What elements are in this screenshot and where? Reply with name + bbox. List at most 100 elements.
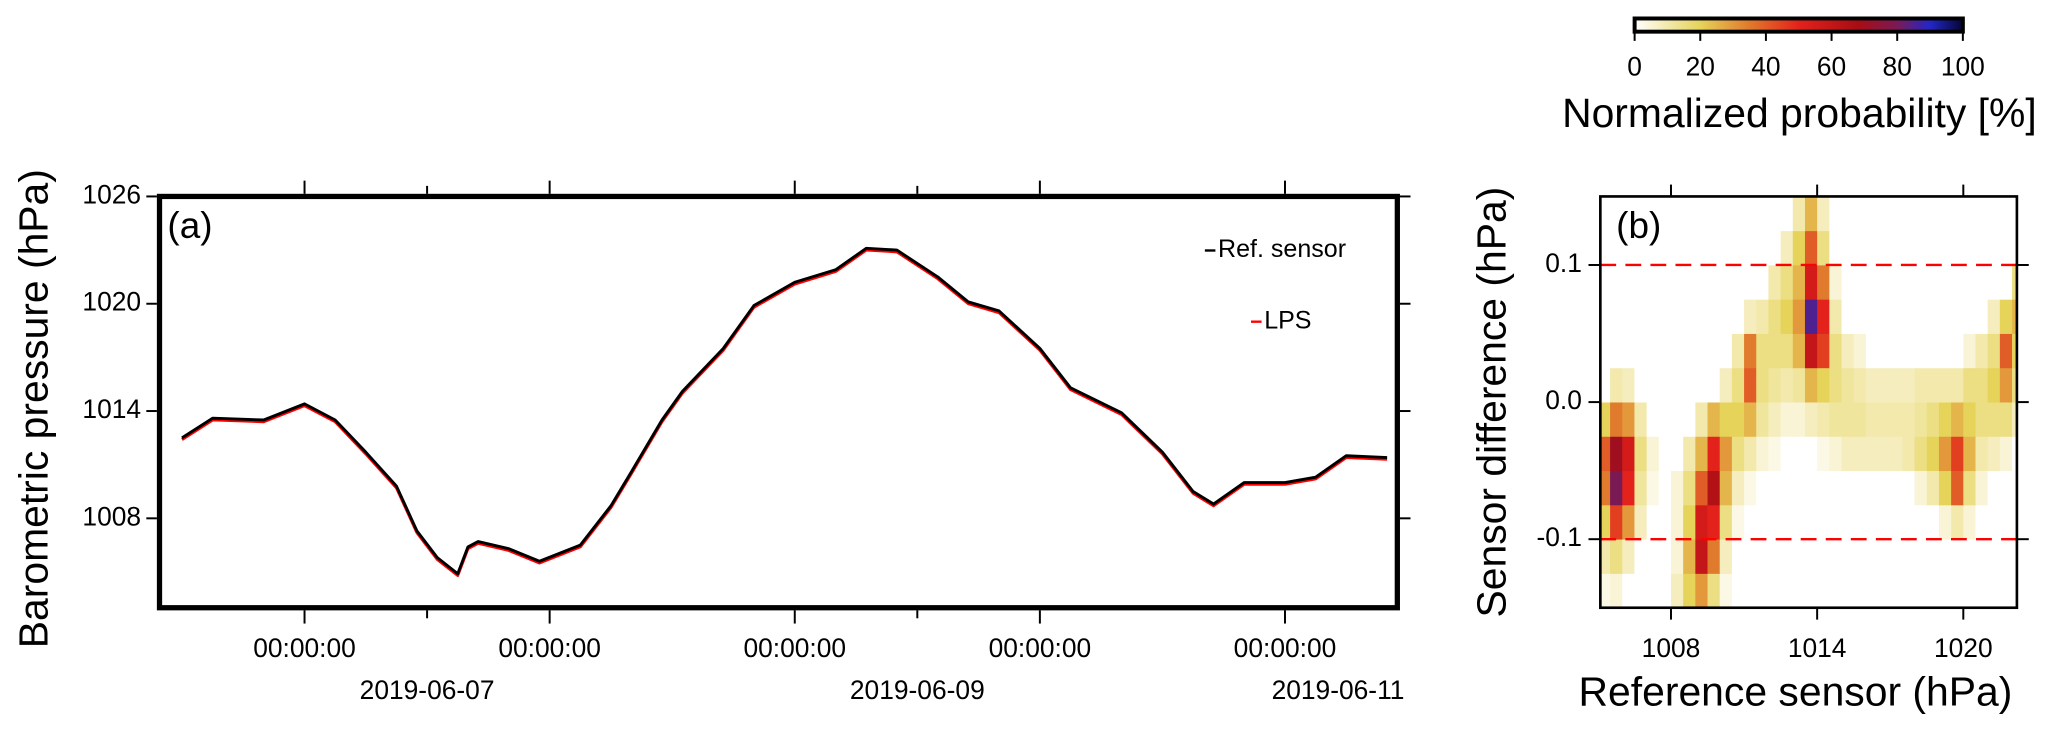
- y-axis-label: Barometric pressure (hPa): [11, 169, 57, 648]
- heat-cell: [1792, 436, 1806, 472]
- heat-cell: [1804, 196, 1818, 232]
- heat-cell: [1865, 196, 1879, 232]
- heat-cell: [1731, 196, 1745, 232]
- plot-area: [1600, 196, 2017, 608]
- heat-cell: [1756, 196, 1769, 232]
- heat-cell: [1600, 504, 1611, 540]
- heat-cell: [1926, 367, 1940, 403]
- heat-cell: [1744, 470, 1757, 506]
- heat-cell: [1890, 333, 1903, 369]
- heat-cell: [1695, 470, 1708, 506]
- heat-cell: [1634, 264, 1648, 300]
- heat-cell: [1622, 402, 1635, 437]
- heat-cell: [1890, 539, 1903, 574]
- heat-cell: [1841, 573, 1855, 608]
- heat-cell: [1890, 299, 1903, 334]
- heat-cell: [1853, 299, 1867, 334]
- heat-cell: [1963, 539, 1976, 574]
- heat-cell: [1890, 573, 1903, 608]
- heat-cell: [1756, 402, 1769, 437]
- heat-cell: [1926, 436, 1940, 472]
- heat-cell: [1804, 367, 1818, 403]
- colorbar: [1632, 16, 1965, 34]
- heat-cell: [1756, 504, 1769, 540]
- heat-cell: [1683, 436, 1696, 472]
- heat-cell: [1780, 230, 1794, 266]
- heat-cell: [1975, 470, 1989, 506]
- heat-cell: [1622, 264, 1635, 300]
- heat-cell: [1719, 470, 1733, 506]
- heat-cell: [1600, 333, 1611, 369]
- heat-cell: [1622, 470, 1635, 506]
- heat-cell: [1719, 367, 1733, 403]
- heat-cell: [1768, 367, 1782, 403]
- heat-cell: [1792, 402, 1806, 437]
- heat-cell: [1622, 230, 1635, 266]
- heat-cell: [1975, 230, 1989, 266]
- heat-cell: [1999, 402, 2013, 437]
- heat-cell: [1865, 436, 1879, 472]
- heat-cell: [1817, 539, 1830, 574]
- heat-cell: [1926, 299, 1940, 334]
- colorbar-tick-label: 20: [1686, 52, 1715, 82]
- date-label: 2019-06-09: [850, 675, 985, 705]
- plot-area: [181, 246, 1388, 577]
- heat-cell: [1878, 299, 1891, 334]
- legend-label: LPS: [1264, 306, 1311, 334]
- heat-cell: [1926, 402, 1940, 437]
- heat-cell: [1731, 299, 1745, 334]
- heat-cell: [1829, 573, 1842, 608]
- heat-cell: [1926, 504, 1940, 540]
- heat-cell: [1938, 573, 1952, 608]
- heat-cell: [1792, 299, 1806, 334]
- heat-cell: [1658, 230, 1672, 266]
- heat-cell: [1951, 402, 1964, 437]
- heat-cell: [1963, 470, 1976, 506]
- heat-cell: [1841, 436, 1855, 472]
- heat-cell: [1865, 470, 1879, 506]
- heat-cell: [1865, 504, 1879, 540]
- heat-cell: [1756, 470, 1769, 506]
- heat-cell: [1987, 230, 2001, 266]
- heat-cell: [1951, 333, 1964, 369]
- heat-cell: [1963, 333, 1976, 369]
- heat-cell: [1853, 333, 1867, 369]
- heat-cell: [1804, 402, 1818, 437]
- x-axis-label: Reference sensor (hPa): [1579, 669, 2013, 715]
- heat-cell: [1987, 196, 2001, 232]
- heat-cell: [1963, 504, 1976, 540]
- heat-cell: [2012, 436, 2017, 472]
- heat-cell: [1951, 299, 1964, 334]
- heat-cell: [1658, 573, 1672, 608]
- heat-cell: [1963, 299, 1976, 334]
- heat-cell: [1841, 299, 1855, 334]
- heat-cell: [1768, 573, 1782, 608]
- heat-cell: [1658, 539, 1672, 574]
- heat-cell: [1841, 470, 1855, 506]
- heat-cell: [1658, 333, 1672, 369]
- heat-cell: [1987, 436, 2001, 472]
- heat-cell: [1768, 299, 1782, 334]
- heat-cell: [1878, 264, 1891, 300]
- heat-cell: [1804, 299, 1818, 334]
- heat-cell: [1878, 539, 1891, 574]
- heat-cell: [1707, 264, 1721, 300]
- heat-cell: [1768, 264, 1782, 300]
- heat-cell: [1670, 299, 1684, 334]
- heat-cell: [1610, 264, 1623, 300]
- heat-cell: [1658, 436, 1672, 472]
- heat-cell: [1865, 539, 1879, 574]
- heat-cell: [1938, 264, 1952, 300]
- heat-cell: [1829, 333, 1842, 369]
- heat-cell: [1865, 230, 1879, 266]
- heat-cell: [1780, 299, 1794, 334]
- heat-cell: [1780, 367, 1794, 403]
- heat-cell: [1902, 264, 1915, 300]
- heat-cell: [1902, 299, 1915, 334]
- colorbar-tick-label: 80: [1883, 52, 1912, 82]
- heat-cell: [1695, 299, 1708, 334]
- heat-cell: [1999, 367, 2013, 403]
- heat-cell: [1878, 573, 1891, 608]
- heat-cell: [1744, 402, 1757, 437]
- heat-cell: [1804, 470, 1818, 506]
